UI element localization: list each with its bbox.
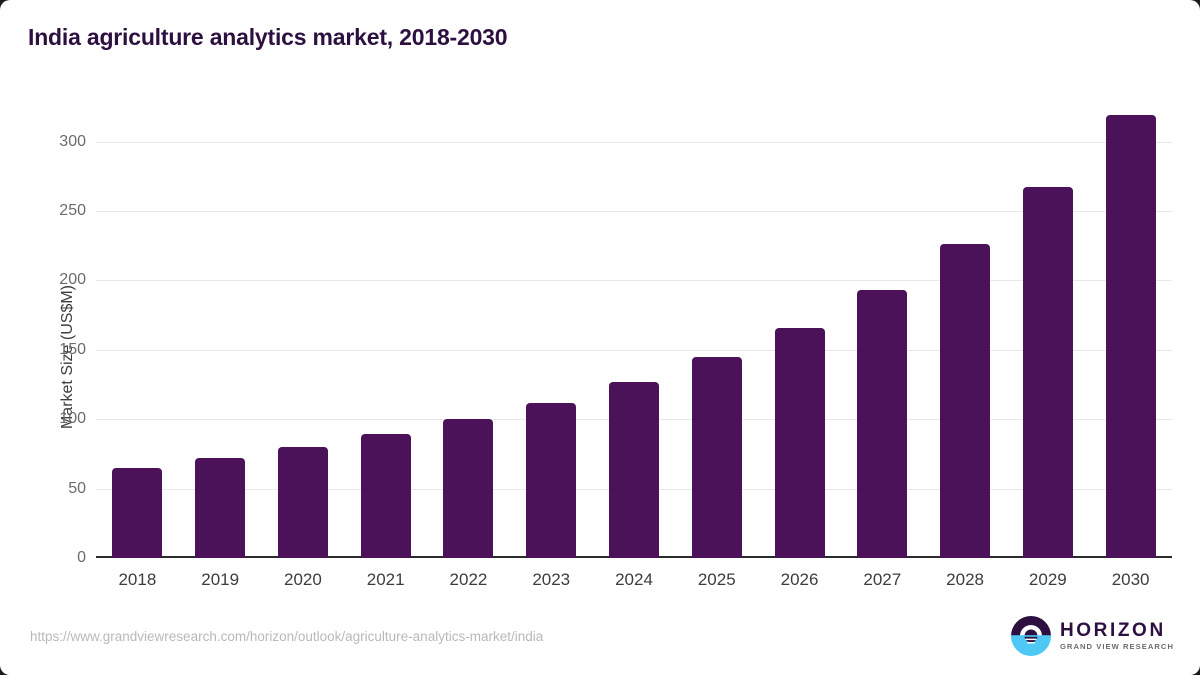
bar-slot bbox=[1006, 100, 1089, 558]
x-axis-tick-label: 2025 bbox=[697, 570, 736, 589]
gridline bbox=[96, 349, 1172, 351]
bar[interactable] bbox=[360, 434, 411, 558]
bar-slot bbox=[344, 100, 427, 558]
logo-wordmark: HORIZON bbox=[1059, 620, 1166, 642]
bar[interactable] bbox=[112, 467, 163, 558]
bar[interactable] bbox=[1022, 187, 1073, 558]
y-axis-tick-label: 250 bbox=[59, 202, 86, 220]
horizon-logo[interactable]: HORIZON GRAND VIEW RESEARCH bbox=[1010, 616, 1174, 656]
x-axis-tick-label: 2023 bbox=[532, 570, 571, 589]
bar-slot bbox=[262, 100, 345, 558]
horizon-logo-text: HORIZON GRAND VIEW RESEARCH bbox=[1060, 621, 1174, 651]
gridline bbox=[96, 211, 1172, 213]
x-axis-tick-label: 2028 bbox=[946, 570, 984, 589]
x-axis-tick-label: 2019 bbox=[201, 570, 240, 589]
x-axis-tick-label: 2018 bbox=[118, 570, 157, 589]
bar[interactable] bbox=[443, 419, 494, 558]
logo-tagline: GRAND VIEW RESEARCH bbox=[1059, 642, 1174, 652]
y-axis-tick-label: 0 bbox=[77, 549, 86, 566]
x-axis-tick-label: 2022 bbox=[449, 570, 488, 589]
y-axis-tick-label: 100 bbox=[59, 410, 86, 428]
bar-slot bbox=[96, 100, 179, 558]
y-axis-tick-label: 150 bbox=[59, 340, 86, 358]
x-axis-tick-label: 2021 bbox=[366, 570, 405, 589]
bar[interactable] bbox=[277, 446, 328, 558]
bar[interactable] bbox=[195, 458, 246, 558]
horizon-logo-icon bbox=[1010, 616, 1051, 656]
x-axis-tick-label: 2024 bbox=[615, 570, 653, 589]
y-axis-tick-label: 50 bbox=[68, 479, 86, 497]
bar-series bbox=[96, 100, 1172, 558]
gridline bbox=[96, 141, 1172, 143]
x-axis-tick-label: 2020 bbox=[284, 570, 322, 589]
bar[interactable] bbox=[608, 381, 659, 558]
bar[interactable] bbox=[774, 327, 825, 558]
page-title: India agriculture analytics market, 2018… bbox=[28, 24, 508, 50]
gridline bbox=[96, 280, 1172, 282]
bar[interactable] bbox=[526, 402, 577, 558]
x-axis-tick-label: 2029 bbox=[1028, 570, 1067, 589]
bar[interactable] bbox=[857, 290, 908, 558]
bar-slot bbox=[924, 100, 1007, 558]
bar-slot bbox=[841, 100, 924, 558]
bar[interactable] bbox=[691, 356, 742, 558]
x-axis-tick-label: 2030 bbox=[1111, 570, 1150, 589]
bar-slot bbox=[1089, 100, 1172, 558]
bar-slot bbox=[758, 100, 841, 558]
bar-slot bbox=[510, 100, 593, 558]
bar-slot bbox=[593, 100, 676, 558]
bar[interactable] bbox=[1105, 115, 1156, 558]
bar-slot bbox=[427, 100, 510, 558]
x-axis-tick-label: 2026 bbox=[780, 570, 819, 589]
bar-slot bbox=[179, 100, 262, 558]
y-axis-tick-label: 300 bbox=[59, 132, 86, 150]
y-axis-tick-label: 200 bbox=[59, 271, 86, 289]
bar[interactable] bbox=[940, 244, 991, 558]
x-axis-tick-label: 2027 bbox=[863, 570, 902, 589]
bar-slot bbox=[675, 100, 758, 558]
plot-area: 0 50 100 150 200 250 300 2018 2019 2020 2021 2022 2… bbox=[59, 100, 1172, 589]
source-url[interactable]: https://www.grandviewresearch.com/horizo… bbox=[30, 629, 544, 644]
